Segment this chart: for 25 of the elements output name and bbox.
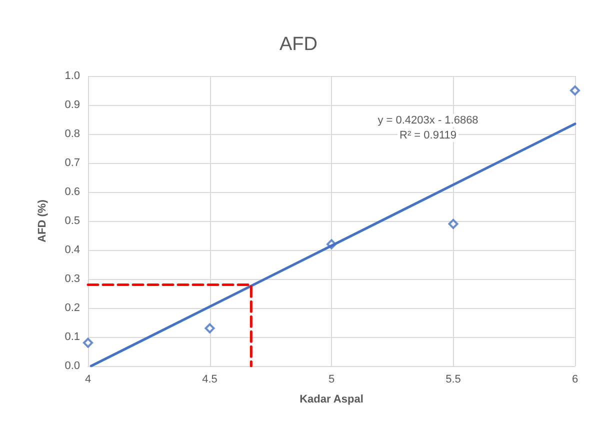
y-tick-label: 0.8 xyxy=(64,128,80,140)
x-tick-label: 5 xyxy=(328,374,335,386)
x-tick-label: 4.5 xyxy=(202,374,218,386)
x-tick-label: 4 xyxy=(84,374,92,386)
point xyxy=(448,218,458,229)
point xyxy=(570,86,580,96)
y-tick-label: 0.7 xyxy=(64,157,80,169)
point xyxy=(204,323,215,334)
y-tick-label: 0.5 xyxy=(64,215,80,227)
y-tick-label: 0.6 xyxy=(64,186,80,198)
y-tick-label: 0.1 xyxy=(64,331,80,343)
y-axis-title: AFD (%) xyxy=(36,199,48,242)
chart-title: AFD xyxy=(280,34,318,55)
y-tick-label: 1.0 xyxy=(64,70,80,82)
y-tick-label: 0.0 xyxy=(64,360,80,372)
y-tick-label: 0.4 xyxy=(64,244,80,256)
y-tick-label: 0.2 xyxy=(64,302,80,314)
x-tick-label: 6 xyxy=(572,374,578,386)
annotation: R² = 0.9119 xyxy=(400,130,456,142)
y-tick-label: 0.3 xyxy=(64,273,80,285)
y-tick-label: 0.9 xyxy=(64,99,80,111)
annotation: y = 0.4203x - 1.6868 xyxy=(378,114,478,126)
point xyxy=(83,338,93,348)
x-tick-label: 5.5 xyxy=(446,374,461,386)
x-axis-title: Kadar Aspal xyxy=(300,394,364,406)
